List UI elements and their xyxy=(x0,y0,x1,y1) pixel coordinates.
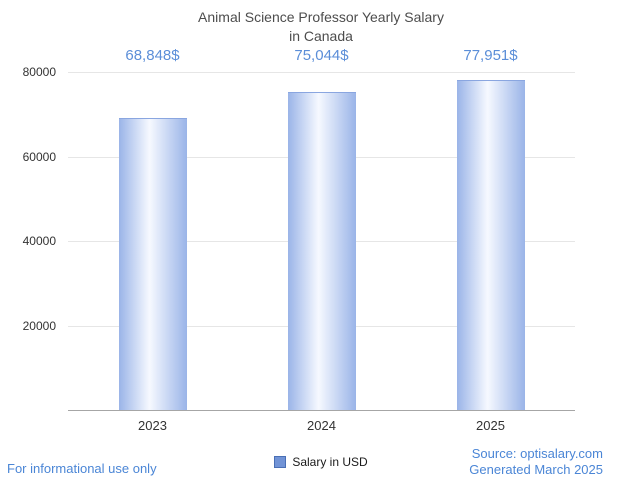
chart-title: Animal Science Professor Yearly Salary i… xyxy=(0,8,642,46)
bar xyxy=(287,91,356,410)
bar-slot: 68,848$ xyxy=(68,47,237,410)
bar-value-label: 75,044$ xyxy=(294,47,349,64)
y-tick-label: 80000 xyxy=(22,65,56,79)
source-block: Source: optisalary.com Generated March 2… xyxy=(469,446,603,479)
plot-area: 68,848$ 75,044$ 77,951$ xyxy=(68,47,575,411)
x-axis-labels: 2023 2024 2025 xyxy=(68,418,575,433)
chart-legend: Salary in USD xyxy=(0,455,642,469)
x-tick-label: 2024 xyxy=(307,418,336,433)
chart-title-line2: in Canada xyxy=(289,27,353,44)
source-link[interactable]: Source: optisalary.com xyxy=(471,445,603,461)
legend-swatch-icon xyxy=(274,456,287,468)
y-tick-label: 60000 xyxy=(22,149,56,164)
x-tick-label: 2023 xyxy=(138,418,167,433)
bar xyxy=(456,79,525,410)
generated-date: Generated March 2025 xyxy=(469,461,603,477)
y-tick-label: 40000 xyxy=(22,234,56,248)
gridline xyxy=(68,72,575,73)
y-axis-labels: 20000 40000 60000 80000 xyxy=(0,65,62,410)
bar-slot: 77,951$ xyxy=(406,47,575,410)
bar xyxy=(118,118,187,410)
disclaimer-text: For informational use only xyxy=(7,461,157,476)
chart-title-line1: Animal Science Professor Yearly Salary xyxy=(198,9,444,25)
bar-slot: 75,044$ xyxy=(237,47,406,410)
legend-label: Salary in USD xyxy=(292,455,368,469)
y-tick-label: 20000 xyxy=(22,318,56,333)
bar-value-label: 77,951$ xyxy=(463,47,518,64)
bar-value-label: 68,848$ xyxy=(125,47,180,64)
bars-row: 68,848$ 75,044$ 77,951$ xyxy=(68,47,575,410)
x-tick-label: 2025 xyxy=(476,418,505,433)
